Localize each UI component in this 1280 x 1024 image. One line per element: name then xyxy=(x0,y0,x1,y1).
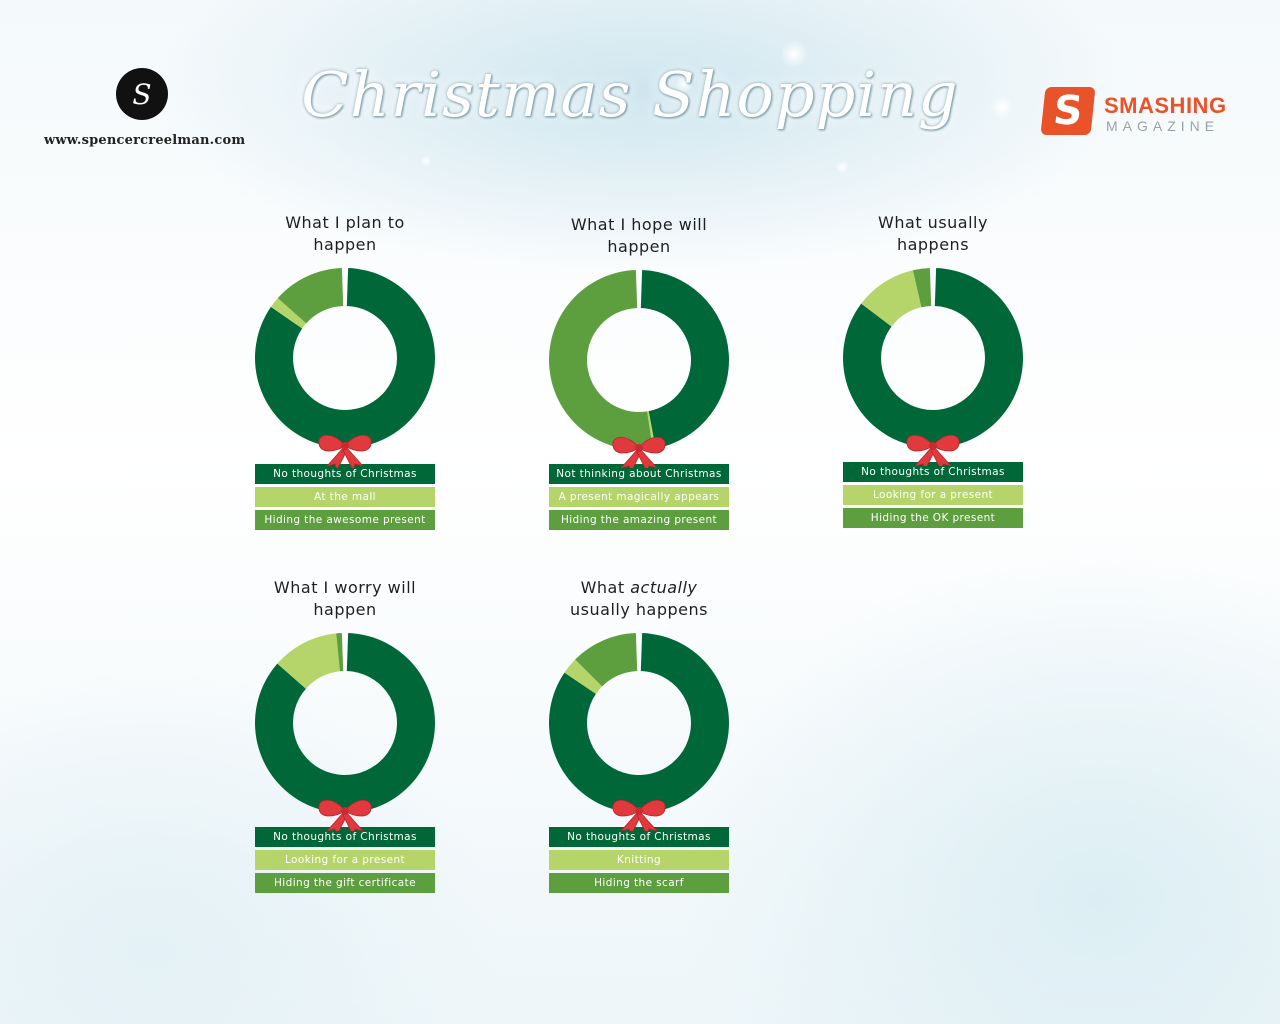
smashing-logo-badge: S xyxy=(1040,87,1096,135)
donut-slice xyxy=(277,633,340,689)
site-url: www.spencercreelman.com xyxy=(44,133,246,148)
donut-chart xyxy=(843,268,1023,466)
bow-icon xyxy=(318,799,372,831)
legend-item: Hiding the gift certificate xyxy=(255,873,435,893)
legend-item: At the mall xyxy=(255,487,435,507)
donut-chart xyxy=(255,633,435,831)
smashing-brand-sub: MAGAZINE xyxy=(1106,118,1220,134)
chart-legend: No thoughts of Christmas Knitting Hiding t… xyxy=(549,827,729,893)
chart-title-line: What usually xyxy=(878,213,988,232)
donut-slice xyxy=(255,633,435,813)
chart-title: What I plan to happen xyxy=(255,212,435,256)
legend-item: Knitting xyxy=(549,850,729,870)
donut-slice xyxy=(912,268,932,308)
sparkle-decoration xyxy=(675,75,693,93)
legend-item: No thoughts of Christmas xyxy=(843,462,1023,482)
bow-icon xyxy=(612,436,666,468)
legend-item: Hiding the amazing present xyxy=(549,510,729,530)
chart-title: What actually usually happens xyxy=(549,577,729,621)
chart-title-word: What actually xyxy=(580,578,698,597)
spencer-logo: S xyxy=(116,68,168,120)
chart-title-line: What I hope will xyxy=(570,215,708,234)
chart-card-hope: What I hope will happen Not thinking abo… xyxy=(549,214,729,533)
legend-item: Not thinking about Christmas xyxy=(549,464,729,484)
chart-card-usually: What usually happens No thoughts of Chri… xyxy=(843,212,1023,531)
chart-title-line: happen xyxy=(607,237,671,256)
legend-item: Hiding the scarf xyxy=(549,873,729,893)
donut-chart xyxy=(549,633,729,831)
legend-item: No thoughts of Christmas xyxy=(255,827,435,847)
chart-card-actually: What actually usually happens No thought… xyxy=(549,577,729,896)
bow-icon xyxy=(906,434,960,466)
donut-chart xyxy=(255,268,435,468)
chart-title-line: What I worry will xyxy=(273,578,417,597)
legend-item: No thoughts of Christmas xyxy=(549,827,729,847)
donut-slice xyxy=(277,268,344,324)
donut-slice xyxy=(861,270,922,327)
legend-item: Looking for a present xyxy=(255,850,435,870)
chart-card-worry: What I worry will happen No thoughts of … xyxy=(255,577,435,896)
donut-slice xyxy=(640,270,729,449)
legend-item: No thoughts of Christmas xyxy=(255,464,435,484)
chart-title: What usually happens xyxy=(843,212,1023,256)
page-title: Christmas Shopping xyxy=(301,58,959,131)
chart-title-line: happens xyxy=(896,235,970,254)
legend-item: Looking for a present xyxy=(843,485,1023,505)
chart-card-plan: What I plan to happen No thoughts of Chr… xyxy=(255,212,435,533)
bow-icon xyxy=(612,799,666,831)
legend-item: Hiding the OK present xyxy=(843,508,1023,528)
donut-slice xyxy=(255,268,435,448)
donut-slice xyxy=(549,270,653,450)
chart-title-line: happen xyxy=(313,600,377,619)
emphasis-word: actually xyxy=(630,578,698,597)
chart-title-line: What I plan to xyxy=(285,213,405,232)
chart-title-line: What actually xyxy=(549,577,729,599)
donut-slice xyxy=(270,298,307,329)
sparkle-decoration xyxy=(420,155,432,167)
chart-title-line: happen xyxy=(313,235,377,254)
chart-legend: No thoughts of Christmas At the mall Hidin… xyxy=(255,464,435,530)
logo-letter: S xyxy=(132,77,152,111)
donut-slice xyxy=(564,659,603,694)
chart-legend: No thoughts of Christmas Looking for a pr… xyxy=(843,462,1023,528)
sparkle-decoration xyxy=(990,95,1014,119)
donut-slice xyxy=(336,633,344,672)
badge-letter: S xyxy=(1051,88,1085,134)
legend-item: A present magically appears xyxy=(549,487,729,507)
chart-legend: No thoughts of Christmas Looking for a pr… xyxy=(255,827,435,893)
sparkle-decoration xyxy=(835,160,849,174)
legend-item: Hiding the awesome present xyxy=(255,510,435,530)
smashing-brand-name: SMASHING xyxy=(1104,93,1227,118)
chart-legend: Not thinking about Christmas A present ma… xyxy=(549,464,729,530)
donut-slice xyxy=(549,633,729,813)
chart-title: What I worry will happen xyxy=(255,577,435,621)
chart-title: What I hope will happen xyxy=(549,214,729,258)
donut-slice xyxy=(575,633,638,687)
donut-slice xyxy=(843,268,1023,448)
sparkle-decoration xyxy=(780,40,808,68)
donut-chart xyxy=(549,270,729,468)
chart-title-line: usually happens xyxy=(570,600,708,619)
